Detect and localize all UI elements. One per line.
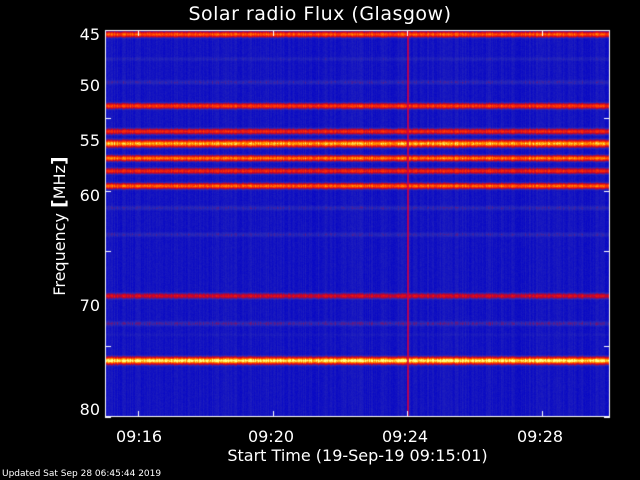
x-tick-label: 09:16	[115, 427, 163, 446]
y-tick-label: 70	[79, 296, 100, 315]
chart-title: Solar radio Flux (Glasgow)	[188, 3, 452, 25]
x-tick-label: 09:20	[247, 427, 295, 446]
y-tick-label: 55	[79, 131, 100, 150]
y-tick-label: 60	[79, 186, 100, 205]
y-axis-label: Frequency [MHz]	[48, 126, 70, 326]
x-tick-label: 09:28	[516, 427, 564, 446]
y-tick-label: 45	[79, 25, 100, 44]
x-axis-label: Start Time (19-Sep-19 09:15:01)	[227, 446, 488, 465]
x-tick-label: 09:24	[381, 427, 429, 446]
y-tick-label: 50	[79, 76, 100, 95]
y-axis-label-prefix: Frequency	[50, 207, 69, 296]
updated-timestamp: Updated Sat Sep 28 06:45:44 2019	[2, 469, 162, 479]
y-tick-label: 80	[79, 400, 100, 419]
y-axis-label-bracket-close: ]	[48, 156, 70, 166]
